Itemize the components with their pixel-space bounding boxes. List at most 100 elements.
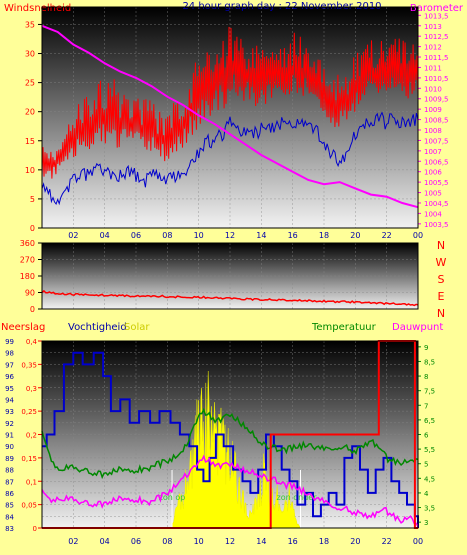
neerslag-tick-label: 0,1 xyxy=(26,478,37,486)
zon-op-label: zon op xyxy=(159,493,186,502)
panel2-compass-label: E xyxy=(438,290,445,303)
neerslag-tick-label: 0,4 xyxy=(26,338,38,346)
panel1-right-tick-label: 1010,5 xyxy=(424,75,449,83)
panel1-right-tick-label: 1006,5 xyxy=(424,158,449,166)
vochtigheid-series xyxy=(42,351,419,528)
panel3-x-tick-label: 20 xyxy=(350,537,360,546)
panel1-right-tick-label: 1005,5 xyxy=(424,179,449,187)
vochtigheid-tick-label: 84 xyxy=(5,513,14,521)
panel1-left-tick-label: 15 xyxy=(25,137,35,146)
barometer-series xyxy=(41,24,419,209)
panel1-frame xyxy=(41,6,419,229)
panel1-right-tick-label: 1010 xyxy=(424,85,442,93)
panel2-left-tick-label: 0 xyxy=(30,305,35,314)
vochtigheid-tick-label: 95 xyxy=(5,385,14,393)
barometer-label: Barometer xyxy=(410,3,464,14)
vochtigheid-tick-label: 92 xyxy=(5,420,14,428)
panel3-x-tick-label: 18 xyxy=(319,537,329,546)
solar-label: Solar xyxy=(124,322,150,333)
panel1-right-tick-label: 1009 xyxy=(424,106,442,114)
panel3-x-tick-label: 02 xyxy=(68,537,78,546)
panel1-right-tick-label: 1008,5 xyxy=(424,117,449,125)
temp-tick-label: 5 xyxy=(424,461,428,469)
vochtigheid-tick-label: 87 xyxy=(5,478,14,486)
panel3-x-tick-label: 00 xyxy=(413,537,423,546)
panel1-right-tick-label: 1011,5 xyxy=(424,54,449,62)
neerslag-tick-label: 0,05 xyxy=(21,502,37,510)
panel3-x-tick-label: 08 xyxy=(162,537,172,546)
panel1-x-tick-label: 02 xyxy=(68,231,78,240)
temperatuur-series xyxy=(41,407,419,480)
panel1-left-tick-label: 35 xyxy=(25,20,35,29)
neerslag-tick-label: 0,25 xyxy=(21,408,37,416)
vochtigheid-tick-label: 91 xyxy=(5,432,14,440)
panel1-left-tick-label: 0 xyxy=(30,224,35,233)
panel2-compass-label: W xyxy=(436,256,447,269)
vochtigheid-tick-label: 99 xyxy=(5,338,14,346)
vochtigheid-tick-label: 89 xyxy=(5,455,14,463)
panel1-x-tick-label: 08 xyxy=(162,231,172,240)
panel1-x-tick-label: 04 xyxy=(100,231,110,240)
panel3-x-tick-label: 10 xyxy=(194,537,204,546)
panel1-left-tick-label: 20 xyxy=(25,108,35,117)
vochtigheid-tick-label: 86 xyxy=(5,490,14,498)
panel1-right-tick-label: 1008 xyxy=(424,127,442,135)
panel1-x-tick-label: 18 xyxy=(319,231,329,240)
dauwpunt-series xyxy=(41,454,419,527)
panel3-x-tick-label: 22 xyxy=(382,537,392,546)
panel2-left-tick-label: 270 xyxy=(20,256,35,265)
panel1-x-tick-label: 06 xyxy=(131,231,141,240)
neerslag-tick-label: 0,15 xyxy=(21,455,37,463)
panel1-right-tick-label: 1012 xyxy=(424,44,442,52)
vochtigheid-label: Vochtigheid xyxy=(68,322,127,333)
panel1-right-tick-label: 1003,5 xyxy=(424,221,449,229)
temp-tick-label: 8 xyxy=(424,373,428,381)
temp-tick-label: 4 xyxy=(424,490,429,498)
temp-tick-label: 6,5 xyxy=(424,417,435,425)
panel2-left-tick-label: 90 xyxy=(25,289,35,298)
panel2-compass-label: N xyxy=(437,239,445,252)
temperatuur-label: Temperatuur xyxy=(311,322,377,333)
vochtigheid-tick-label: 90 xyxy=(5,443,14,451)
temp-tick-label: 8,5 xyxy=(424,358,435,366)
panel1-right-tick-label: 1007 xyxy=(424,148,442,156)
temp-tick-label: 3,5 xyxy=(424,505,435,513)
neerslag-label: Neerslag xyxy=(1,322,45,333)
panel1-right-tick-label: 1006 xyxy=(424,169,442,177)
neerslag-tick-label: 0,3 xyxy=(26,385,37,393)
vochtigheid-tick-label: 88 xyxy=(5,467,14,475)
panel1-right-tick-label: 1012,5 xyxy=(424,33,449,41)
panel3-x-tick-label: 14 xyxy=(256,537,266,546)
temp-tick-label: 6 xyxy=(424,432,429,440)
vochtigheid-tick-label: 96 xyxy=(5,373,14,381)
panel1-left-tick-label: 5 xyxy=(30,195,35,204)
panel1-right-tick-label: 1004 xyxy=(424,210,442,218)
dauwpunt-label: Dauwpunt xyxy=(392,322,443,333)
panel1-right-tick-label: 1011 xyxy=(424,64,442,72)
solar-series xyxy=(171,370,301,529)
panel2-compass-label: N xyxy=(437,307,445,320)
panel1-x-tick-label: 10 xyxy=(194,231,204,240)
temp-tick-label: 3 xyxy=(424,519,428,527)
temp-tick-label: 7 xyxy=(424,402,428,410)
panel1-left-tick-label: 10 xyxy=(25,166,35,175)
panel2-frame xyxy=(41,242,419,310)
panel3-x-tick-label: 12 xyxy=(225,537,235,546)
neerslag-tick-label: 0,2 xyxy=(26,432,37,440)
panel1-x-tick-label: 00 xyxy=(413,231,423,240)
panel1-x-tick-label: 14 xyxy=(256,231,266,240)
panel1-x-tick-label: 20 xyxy=(350,231,360,240)
temp-tick-label: 9 xyxy=(424,344,428,352)
vochtigheid-tick-label: 83 xyxy=(5,525,14,533)
panel1-right-tick-label: 1013,5 xyxy=(424,12,449,20)
windsnelheid-label: Windsnelheid xyxy=(4,3,71,14)
vochtigheid-tick-label: 94 xyxy=(5,396,14,404)
vochtigheid-tick-label: 97 xyxy=(5,361,14,369)
vochtigheid-tick-label: 85 xyxy=(5,502,14,510)
panel1-right-tick-label: 1005 xyxy=(424,190,442,198)
panel3-x-tick-label: 16 xyxy=(288,537,298,546)
windrichting-series xyxy=(41,289,419,307)
panel2-compass-label: S xyxy=(438,273,445,286)
temp-tick-label: 4,5 xyxy=(424,475,435,483)
panel1-x-tick-label: 22 xyxy=(382,231,392,240)
